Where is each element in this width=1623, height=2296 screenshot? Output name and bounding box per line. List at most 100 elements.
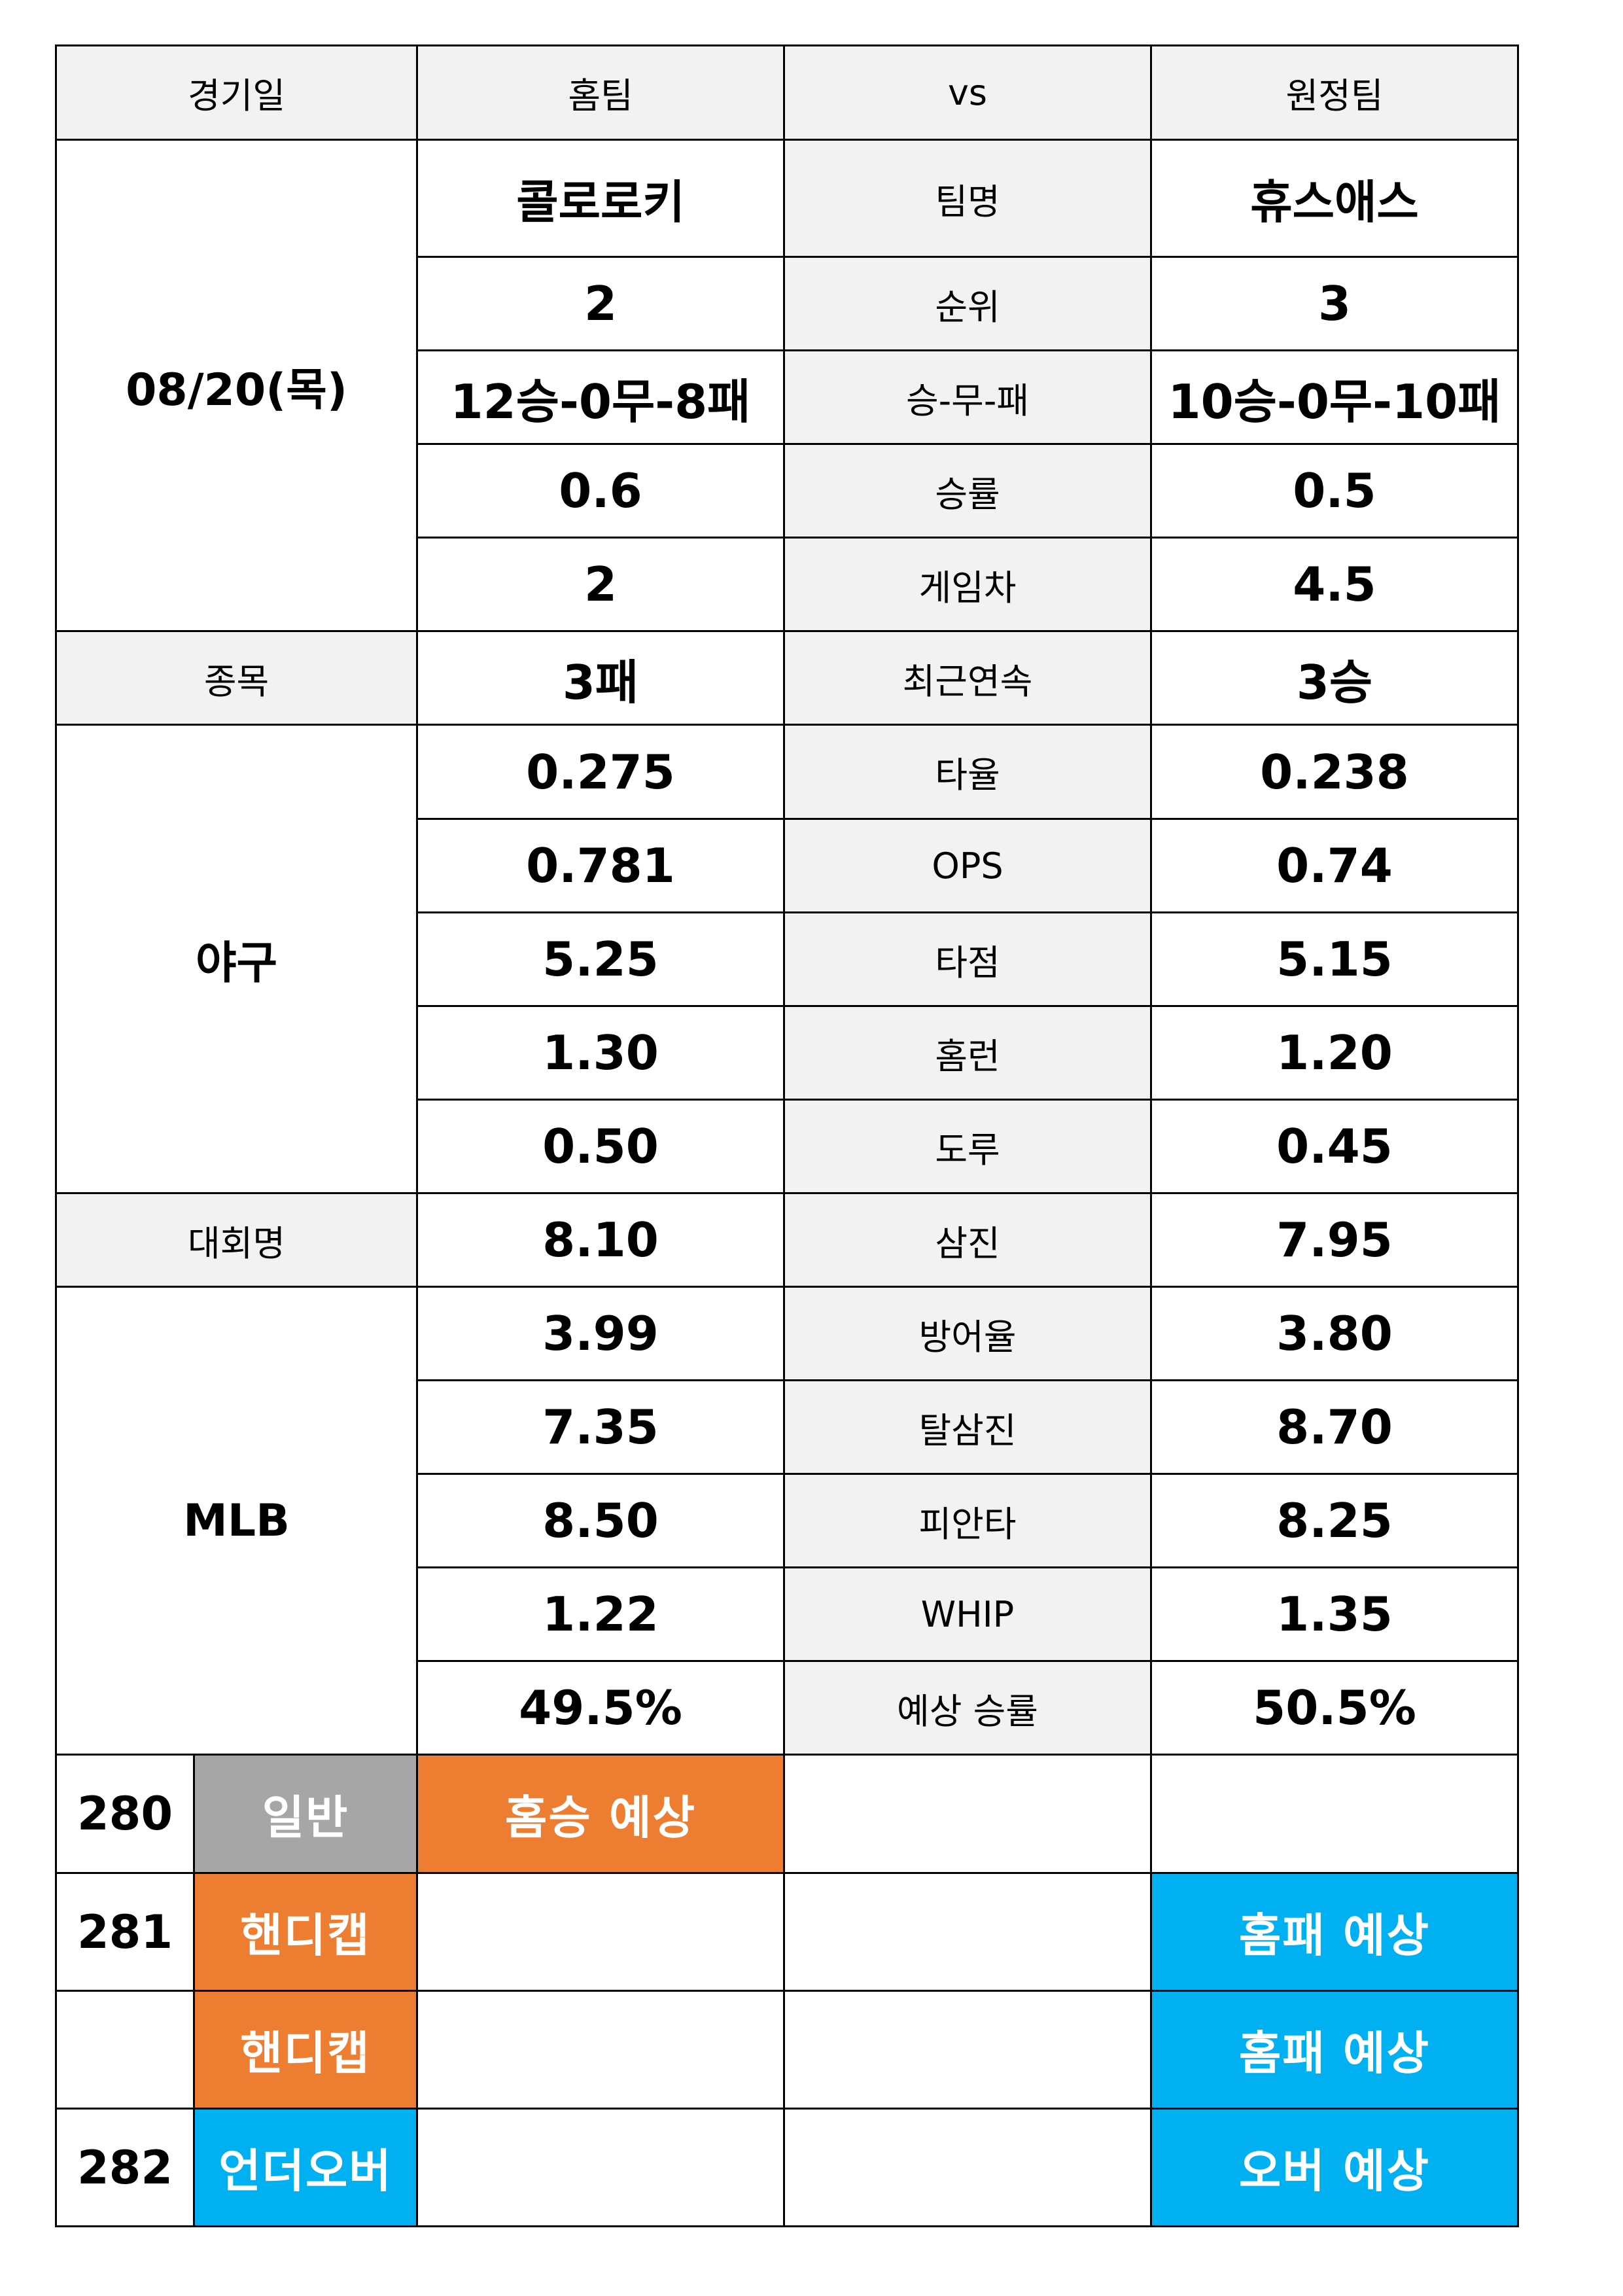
date-header: 경기일 <box>55 44 418 141</box>
away-stat-value: 8.25 <box>1150 1473 1519 1568</box>
away-stat-value: 5.15 <box>1150 911 1519 1007</box>
bet-type-handicap: 핸디캡 <box>193 1990 418 2110</box>
stat-label: 최근연속 <box>783 630 1152 726</box>
stat-label: 타점 <box>783 911 1152 1007</box>
pick-row: 282 언더오버 오버 예상 <box>55 2108 1519 2227</box>
stat-label: 팀명 <box>783 139 1152 258</box>
header-row: 경기일 홈팀 vs 원정팀 <box>55 44 1519 141</box>
stat-row: 8.50 피안타 8.25 <box>56 1473 1519 1568</box>
stat-label: OPS <box>783 818 1152 913</box>
game-number: 281 <box>55 1872 195 1992</box>
home-pick <box>416 1990 785 2110</box>
home-team-name: 콜로로키 <box>416 139 785 258</box>
stat-row: 12승-0무-8패 승-무-패 10승-0무-10패 <box>56 349 1519 445</box>
stat-label: 순위 <box>783 256 1152 351</box>
away-team-name: 휴스애스 <box>1150 139 1519 258</box>
away-stat-value: 10승-0무-10패 <box>1150 349 1519 445</box>
bet-type-under-over: 언더오버 <box>193 2108 418 2227</box>
home-stat-value: 8.10 <box>416 1192 785 1288</box>
away-stat-value: 1.35 <box>1150 1566 1519 1662</box>
away-stat-value: 0.74 <box>1150 818 1519 913</box>
away-team-header: 원정팀 <box>1150 44 1519 141</box>
pick-row: 280 일반 홈승 예상 <box>55 1754 1519 1874</box>
league-label: 대회명 <box>55 1192 418 1288</box>
away-pick <box>1150 1754 1519 1874</box>
stat-row: 1.30 홈런 1.20 <box>56 1005 1519 1101</box>
away-stat-value: 7.95 <box>1150 1192 1519 1288</box>
away-stat-value: 3승 <box>1150 630 1519 726</box>
sport-value: 야구 <box>55 724 418 1194</box>
game-number: 280 <box>55 1754 195 1874</box>
home-stat-value: 2 <box>416 256 785 351</box>
stat-row-team-name: 08/20(목) 콜로로키 팀명 휴스애스 <box>55 139 1519 632</box>
home-stat-value: 2 <box>416 537 785 632</box>
bet-type-handicap: 핸디캡 <box>193 1872 418 1992</box>
home-stat-value: 1.22 <box>416 1566 785 1662</box>
stat-label: 타율 <box>783 724 1152 820</box>
home-stat-value: 5.25 <box>416 911 785 1007</box>
home-stat-value: 0.275 <box>416 724 785 820</box>
bet-type-general: 일반 <box>193 1754 418 1874</box>
stat-row: 대회명 8.10 삼진 7.95 <box>55 1192 1519 1288</box>
stat-label: 홈런 <box>783 1005 1152 1101</box>
game-number: 282 <box>55 2108 195 2227</box>
home-pick: 홈승 예상 <box>416 1754 785 1874</box>
stat-label: 도루 <box>783 1099 1152 1194</box>
away-stat-value: 50.5% <box>1150 1660 1519 1756</box>
home-stat-value: 49.5% <box>416 1660 785 1756</box>
stat-row: 49.5% 예상 승률 50.5% <box>56 1660 1519 1756</box>
away-pick: 홈패 예상 <box>1150 1990 1519 2110</box>
stat-row: 0.50 도루 0.45 <box>56 1099 1519 1194</box>
stat-row: 0.6 승률 0.5 <box>56 443 1519 539</box>
match-date: 08/20(목) <box>55 139 418 632</box>
away-stat-value: 3.80 <box>1150 1286 1519 1381</box>
home-stat-value: 3패 <box>416 630 785 726</box>
stat-label: 예상 승률 <box>783 1660 1152 1756</box>
home-stat-value: 1.30 <box>416 1005 785 1101</box>
game-number <box>55 1990 195 2110</box>
away-stat-value: 3 <box>1150 256 1519 351</box>
away-stat-value: 4.5 <box>1150 537 1519 632</box>
stat-label: 승-무-패 <box>783 349 1152 445</box>
empty-cell <box>783 2108 1152 2227</box>
stat-label: 피안타 <box>783 1473 1152 1568</box>
empty-cell <box>783 1990 1152 2110</box>
league-value: MLB <box>55 1286 418 1756</box>
stat-label: 방어율 <box>783 1286 1152 1381</box>
away-stat-value: 0.238 <box>1150 724 1519 820</box>
stat-label: 게임차 <box>783 537 1152 632</box>
match-analysis-table: 경기일 홈팀 vs 원정팀 08/20(목) 콜로로키 팀명 휴스애스 2 순위… <box>55 44 1519 2227</box>
stat-row: 0.781 OPS 0.74 <box>56 818 1519 913</box>
stat-row: 1.22 WHIP 1.35 <box>56 1566 1519 1662</box>
home-stat-value: 0.50 <box>416 1099 785 1194</box>
stat-label: 승률 <box>783 443 1152 539</box>
stat-label: 탈삼진 <box>783 1379 1152 1475</box>
stat-row: 5.25 타점 5.15 <box>56 911 1519 1007</box>
vs-header: vs <box>783 44 1152 141</box>
stat-row: MLB 3.99 방어율 3.80 <box>55 1286 1519 1756</box>
home-team-header: 홈팀 <box>416 44 785 141</box>
home-stat-value: 3.99 <box>416 1286 785 1381</box>
stat-row: 7.35 탈삼진 8.70 <box>56 1379 1519 1475</box>
away-stat-value: 1.20 <box>1150 1005 1519 1101</box>
pick-row: 핸디캡 홈패 예상 <box>55 1990 1519 2110</box>
stat-row: 종목 3패 최근연속 3승 <box>55 630 1519 726</box>
empty-cell <box>783 1872 1152 1992</box>
home-pick <box>416 1872 785 1992</box>
home-stat-value: 8.50 <box>416 1473 785 1568</box>
home-pick <box>416 2108 785 2227</box>
stat-label: 삼진 <box>783 1192 1152 1288</box>
stat-label: WHIP <box>783 1566 1152 1662</box>
stat-row: 2 게임차 4.5 <box>56 537 1519 632</box>
away-pick: 오버 예상 <box>1150 2108 1519 2227</box>
away-stat-value: 0.45 <box>1150 1099 1519 1194</box>
home-stat-value: 0.781 <box>416 818 785 913</box>
home-stat-value: 7.35 <box>416 1379 785 1475</box>
home-stat-value: 12승-0무-8패 <box>416 349 785 445</box>
sport-label: 종목 <box>55 630 418 726</box>
home-stat-value: 0.6 <box>416 443 785 539</box>
away-pick: 홈패 예상 <box>1150 1872 1519 1992</box>
stat-row: 야구 0.275 타율 0.238 <box>55 724 1519 1194</box>
pick-row: 281 핸디캡 홈패 예상 <box>55 1872 1519 1992</box>
away-stat-value: 0.5 <box>1150 443 1519 539</box>
